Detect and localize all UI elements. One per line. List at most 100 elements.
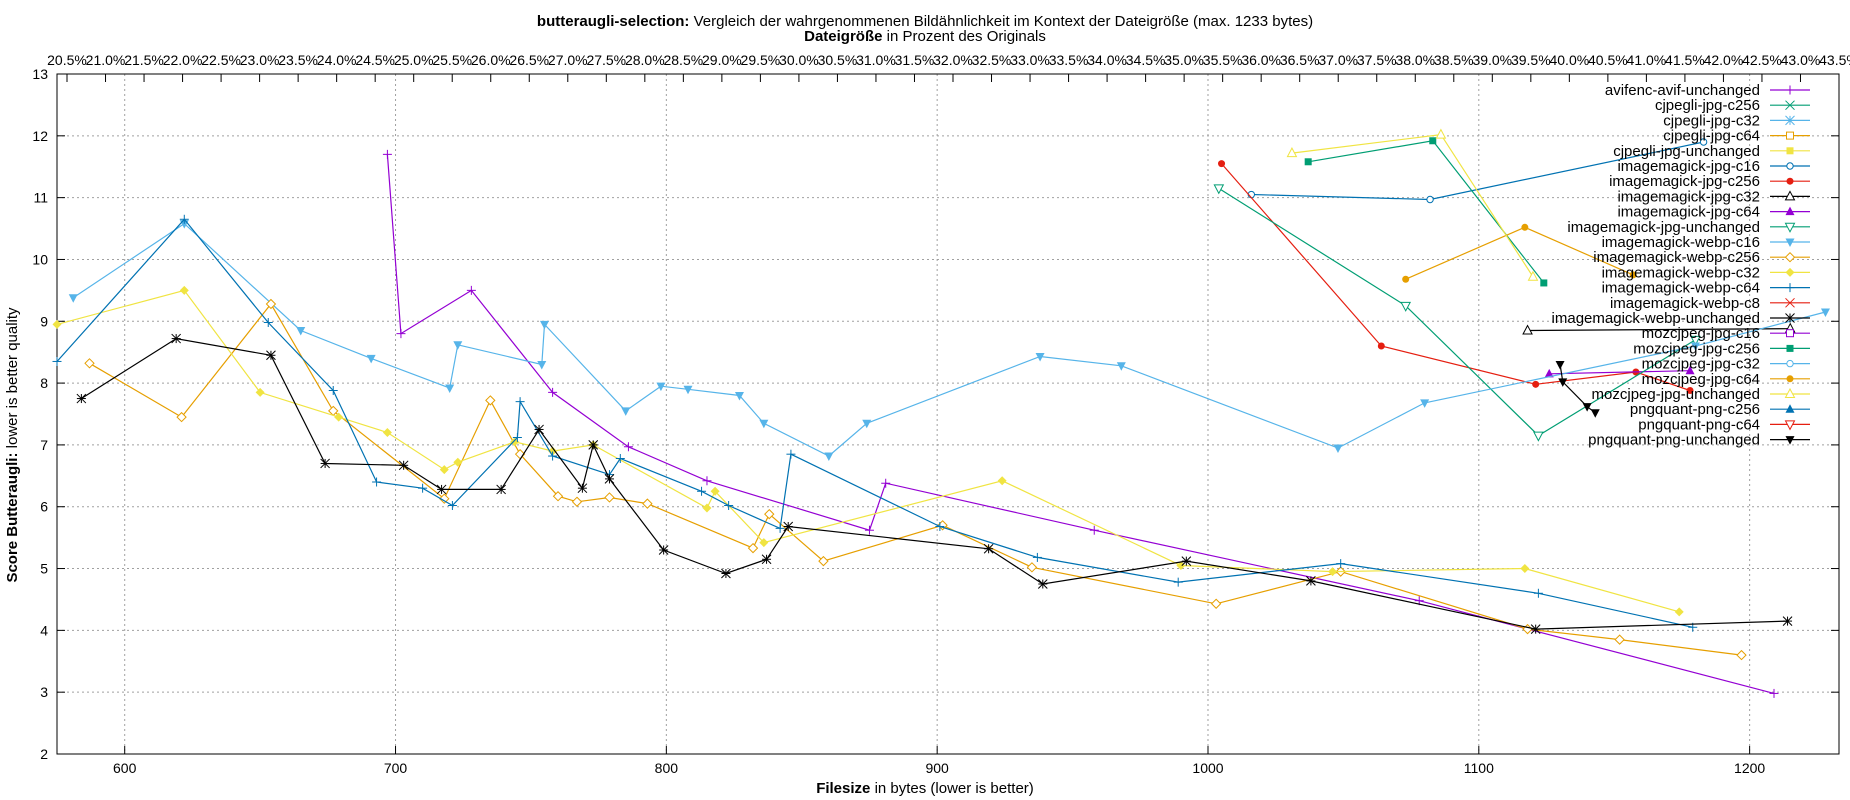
y-tick-label: 10 — [32, 251, 48, 267]
data-point — [1210, 598, 1222, 609]
legend-label: imagemagick-webp-c32 — [1602, 264, 1760, 281]
series-line — [56, 218, 1693, 628]
data-point — [1674, 607, 1684, 617]
data-point — [721, 568, 731, 579]
data-point — [1690, 335, 1701, 346]
y-axis-label-rest: lower is better quality — [4, 307, 21, 448]
series-line — [386, 154, 1775, 694]
series-mozcjpeg-jpg-c256 — [1304, 137, 1548, 287]
x2-tick-label: 32.5% — [972, 52, 1012, 68]
data-point — [1426, 195, 1434, 204]
data-point — [296, 327, 306, 336]
y-tick-label: 13 — [32, 66, 48, 82]
series-line — [89, 302, 1742, 656]
legend-item: mozcjpeg-jpg-unchanged — [1592, 386, 1810, 403]
data-point — [710, 486, 720, 496]
legend-item: avifenc-avif-unchanged — [1605, 82, 1810, 99]
legend-label: imagemagick-webp-c16 — [1602, 234, 1760, 251]
data-point — [328, 386, 338, 396]
data-point — [1530, 624, 1541, 634]
data-point — [1527, 270, 1539, 281]
x2-tick-label: 26.5% — [509, 52, 549, 68]
data-point — [824, 452, 834, 462]
data-point — [68, 294, 78, 303]
series-imagemagick-webp-c64 — [52, 214, 1698, 632]
data-point — [539, 320, 549, 330]
data-point — [1522, 623, 1533, 635]
data-point — [1328, 567, 1338, 577]
data-point — [334, 412, 344, 422]
x2-tick-label: 20.5% — [47, 52, 87, 68]
x2-tick-label: 39.0% — [1472, 52, 1512, 68]
data-point — [263, 318, 273, 328]
legend-label: imagemagick-jpg-c64 — [1617, 204, 1760, 221]
series-line — [1291, 133, 1534, 278]
y-tick-label: 9 — [40, 313, 48, 329]
legend-marker — [1785, 313, 1795, 323]
data-point — [179, 214, 189, 224]
x2-tick-label: 38.5% — [1434, 52, 1474, 68]
data-point — [935, 522, 945, 532]
data-point — [862, 419, 872, 429]
x-axis-label-bold: Filesize — [816, 780, 870, 797]
legend-label: imagemagick-webp-c256 — [1593, 249, 1760, 266]
legend-label: cjpegli-jpg-c32 — [1663, 112, 1760, 129]
x2-tick-label: 21.5% — [124, 52, 164, 68]
data-point — [1333, 444, 1343, 453]
data-point — [265, 298, 277, 310]
data-point — [176, 411, 187, 423]
data-point — [642, 498, 653, 509]
x2-tick-label: 36.5% — [1280, 52, 1320, 68]
x2-tick-label: 28.5% — [663, 52, 703, 68]
data-point — [1685, 365, 1695, 375]
data-point — [818, 555, 829, 567]
data-point — [623, 442, 633, 452]
legend-label: pngquant-png-c64 — [1638, 416, 1760, 433]
data-point — [761, 554, 772, 565]
data-point — [445, 384, 455, 394]
data-point — [398, 460, 409, 471]
data-point — [453, 457, 463, 467]
x2-tick-label: 23.0% — [240, 52, 280, 68]
data-point — [747, 542, 759, 554]
x2-tick-label: 29.0% — [702, 52, 742, 68]
legend-label: imagemagick-webp-unchanged — [1552, 310, 1760, 327]
legend-label: cjpegli-jpg-c256 — [1655, 97, 1760, 114]
data-point — [52, 319, 62, 329]
data-point — [447, 500, 457, 510]
data-point — [775, 523, 785, 533]
x2-tick-label: 21.0% — [86, 52, 126, 68]
y-tick-label: 12 — [32, 128, 48, 144]
data-point — [1522, 324, 1533, 335]
data-point — [997, 476, 1007, 486]
x2-tick-label: 25.0% — [394, 52, 434, 68]
legend-marker — [1785, 238, 1795, 247]
x2-tick-label: 37.0% — [1318, 52, 1358, 68]
data-point — [604, 492, 615, 503]
legend-marker — [1785, 206, 1795, 216]
data-point — [702, 503, 712, 513]
legend-item: mozcjpeg-jpg-c16 — [1642, 325, 1810, 342]
x2-tick-label: 22.5% — [201, 52, 241, 68]
legend-marker — [1784, 420, 1796, 431]
x2-tick-label: 26.0% — [471, 52, 511, 68]
legend-marker — [1786, 177, 1794, 185]
data-point — [171, 333, 182, 344]
data-point — [1540, 279, 1548, 287]
legend-label: mozcjpeg-jpg-c32 — [1642, 356, 1760, 373]
legend-item: pngquant-png-c256 — [1630, 401, 1810, 418]
data-point — [786, 449, 796, 459]
x2-axis-label: Dateigröße in Prozent des Originals — [804, 28, 1046, 45]
data-point — [418, 483, 428, 493]
data-point — [1590, 409, 1600, 418]
data-point — [1400, 301, 1412, 312]
legend-item: cjpegli-jpg-c32 — [1663, 112, 1810, 129]
x2-tick-label: 37.5% — [1357, 52, 1397, 68]
legend-marker — [1786, 147, 1794, 155]
y-tick-label: 11 — [33, 190, 48, 206]
x2-tick-label: 29.5% — [741, 52, 781, 68]
data-point — [76, 393, 87, 404]
series-imagemagick-jpg-c64 — [1544, 365, 1695, 378]
data-point — [1035, 353, 1045, 362]
